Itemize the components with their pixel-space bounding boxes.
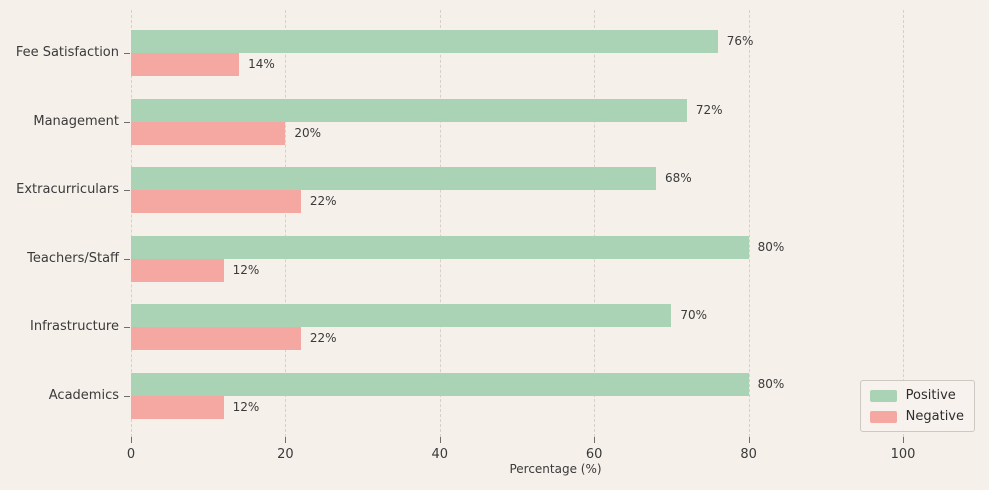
x-axis-tick-60 (594, 437, 596, 443)
bar-positive-academics (131, 372, 749, 396)
y-axis-tick-management (124, 121, 130, 123)
x-axis-label: Percentage (%) (509, 462, 602, 476)
x-tick-label-100: 100 (890, 447, 916, 462)
value-label-negative-teachers-staff: 12% (232, 262, 260, 277)
x-axis-tick-20 (285, 437, 287, 443)
gridline-60 (594, 10, 596, 437)
legend-label-negative: Negative (905, 409, 964, 424)
x-axis-tick-80 (748, 437, 750, 443)
y-axis-tick-infrastructure (124, 327, 130, 328)
category-label-academics: Academics (48, 387, 119, 403)
bar-negative-extracurriculars (131, 190, 301, 213)
category-label-teachers-staff: Teachers/Staff (27, 250, 119, 266)
bar-positive-fee-satisfaction (131, 30, 718, 53)
bar-negative-management (131, 121, 286, 145)
value-label-positive-extracurriculars: 68% (664, 171, 692, 185)
legend-swatch-negative-icon (869, 410, 897, 423)
value-label-positive-academics: 80% (757, 376, 785, 391)
legend-label-positive: Positive (905, 388, 956, 403)
bar-negative-academics (131, 395, 224, 419)
bar-positive-management (131, 98, 687, 122)
gridline-20 (285, 10, 287, 437)
category-label-extracurriculars: Extracurriculars (16, 182, 119, 197)
category-label-management: Management (33, 113, 119, 129)
legend: Positive Negative (859, 380, 975, 432)
x-axis-tick-0 (131, 437, 132, 443)
bar-positive-teachers-staff (131, 235, 749, 259)
y-axis-tick-teachers-staff (124, 258, 130, 260)
value-label-positive-fee-satisfaction: 76% (726, 34, 754, 48)
value-label-negative-fee-satisfaction: 14% (248, 57, 275, 71)
x-tick-label-60: 60 (585, 447, 603, 462)
value-label-positive-teachers-staff: 80% (757, 239, 785, 254)
value-label-negative-management: 20% (294, 125, 322, 140)
gridline-0 (131, 10, 132, 437)
value-label-positive-infrastructure: 70% (680, 308, 708, 322)
value-label-negative-extracurriculars: 22% (309, 194, 337, 208)
plot-area: 0 20 40 60 80 100 76% 14% 72% 20% 68% 22% 80% 12% 70% 2… (127, 10, 980, 462)
bar-negative-infrastructure (131, 327, 301, 350)
bar-negative-teachers-staff (131, 258, 224, 282)
bar-positive-infrastructure (131, 304, 672, 327)
x-tick-label-80: 80 (740, 447, 757, 462)
value-label-negative-academics: 12% (232, 399, 260, 414)
x-tick-label-0: 0 (126, 447, 136, 462)
category-label-fee-satisfaction: Fee Satisfaction (15, 45, 119, 60)
gridline-80 (748, 10, 750, 437)
x-tick-label-40: 40 (431, 447, 449, 462)
x-tick-label-20: 20 (277, 447, 294, 462)
y-axis-tick-extracurriculars (124, 190, 130, 191)
value-label-positive-management: 72% (695, 102, 723, 117)
x-axis-tick-100 (903, 437, 904, 443)
x-axis-tick-40 (439, 437, 441, 443)
y-axis-tick-fee-satisfaction (124, 53, 130, 54)
legend-item-positive: Positive (869, 388, 964, 403)
category-label-infrastructure: Infrastructure (30, 319, 119, 334)
gridline-40 (439, 10, 441, 437)
value-label-negative-infrastructure: 22% (309, 331, 337, 345)
bar-negative-fee-satisfaction (131, 53, 240, 76)
gridline-100 (903, 10, 904, 437)
legend-item-negative: Negative (869, 409, 964, 424)
y-axis-tick-academics (124, 395, 130, 397)
bar-positive-extracurriculars (131, 167, 656, 190)
legend-swatch-positive-icon (869, 389, 897, 402)
